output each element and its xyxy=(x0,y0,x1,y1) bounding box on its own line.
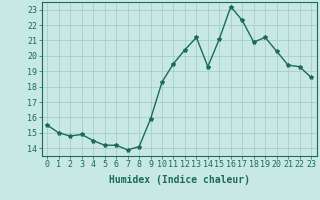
X-axis label: Humidex (Indice chaleur): Humidex (Indice chaleur) xyxy=(109,175,250,185)
